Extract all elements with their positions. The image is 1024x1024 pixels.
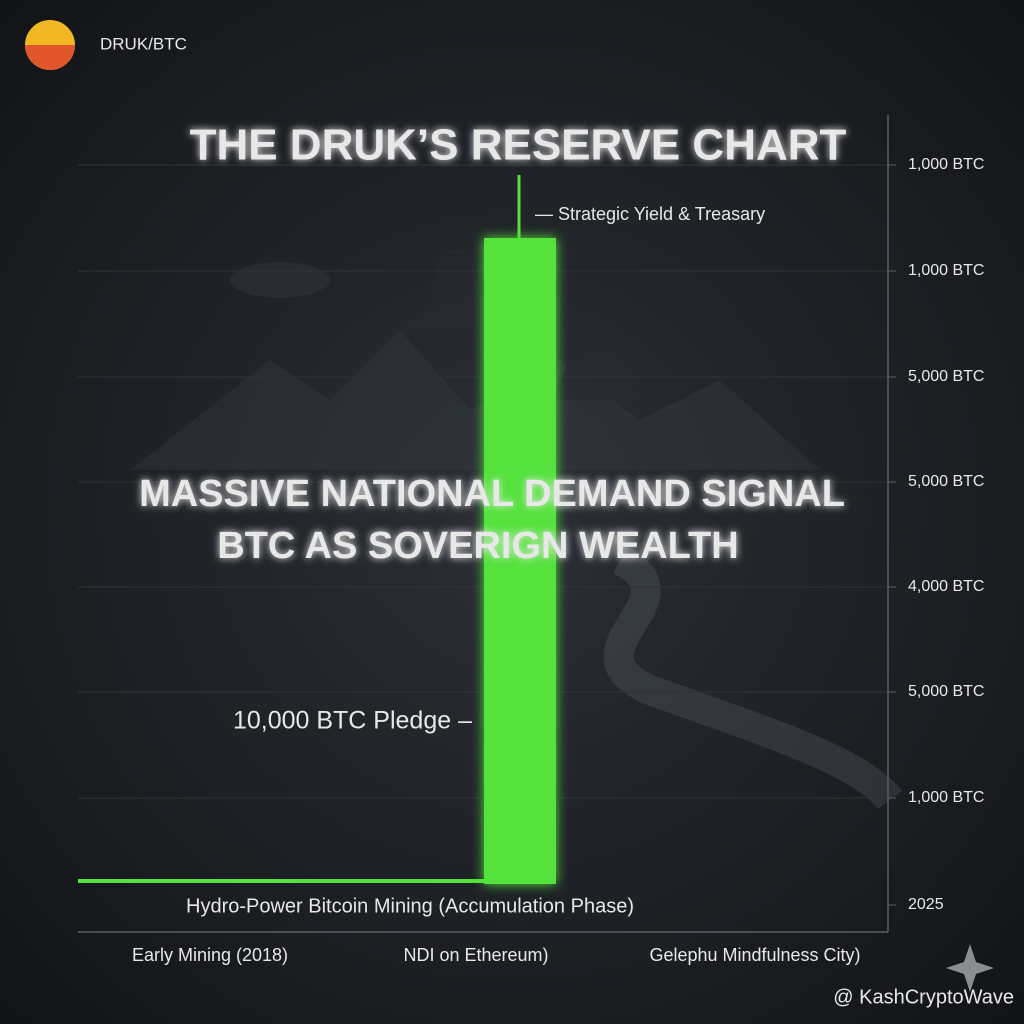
y-tick-label: 4,000 BTC bbox=[908, 578, 984, 595]
grid: 1,000 BTC 1,000 BTC 5,000 BTC 5,000 BTC 4,00… bbox=[78, 156, 984, 913]
annotation: 10,000 BTC Pledge – bbox=[233, 707, 472, 735]
y-tick-label: 1,000 BTC bbox=[908, 156, 984, 173]
x-tick-label: Early Mining (2018) bbox=[132, 945, 288, 965]
scenery bbox=[130, 250, 902, 810]
x-tick-label: Gelephu Mindfulness City) bbox=[649, 945, 860, 965]
y-tick-label: 1,000 BTC bbox=[908, 262, 984, 279]
sparkle-icon bbox=[946, 944, 994, 992]
watermark: @ KashCryptoWave bbox=[833, 986, 1014, 1008]
annotation: Hydro-Power Bitcoin Mining (Accumulation… bbox=[186, 895, 634, 917]
y-tick-label: 2025 bbox=[908, 896, 944, 913]
ticker: DRUK/BTC bbox=[100, 34, 187, 53]
headline: BTC AS SOVERIGN WEALTH bbox=[217, 525, 738, 567]
candle bbox=[484, 238, 556, 884]
logo-half bbox=[25, 45, 75, 70]
headline: MASSIVE NATIONAL DEMAND SIGNAL bbox=[139, 473, 845, 515]
y-tick-label: 5,000 BTC bbox=[908, 683, 984, 700]
y-tick-label: 5,000 BTC bbox=[908, 473, 984, 490]
title: THE DRUK’S RESERVE CHART bbox=[190, 121, 847, 170]
annotation: — Strategic Yield & Treasary bbox=[535, 204, 765, 224]
x-tick-label: NDI on Ethereum) bbox=[403, 945, 548, 965]
y-tick-label: 1,000 BTC bbox=[908, 789, 984, 806]
y-tick-label: 5,000 BTC bbox=[908, 368, 984, 385]
